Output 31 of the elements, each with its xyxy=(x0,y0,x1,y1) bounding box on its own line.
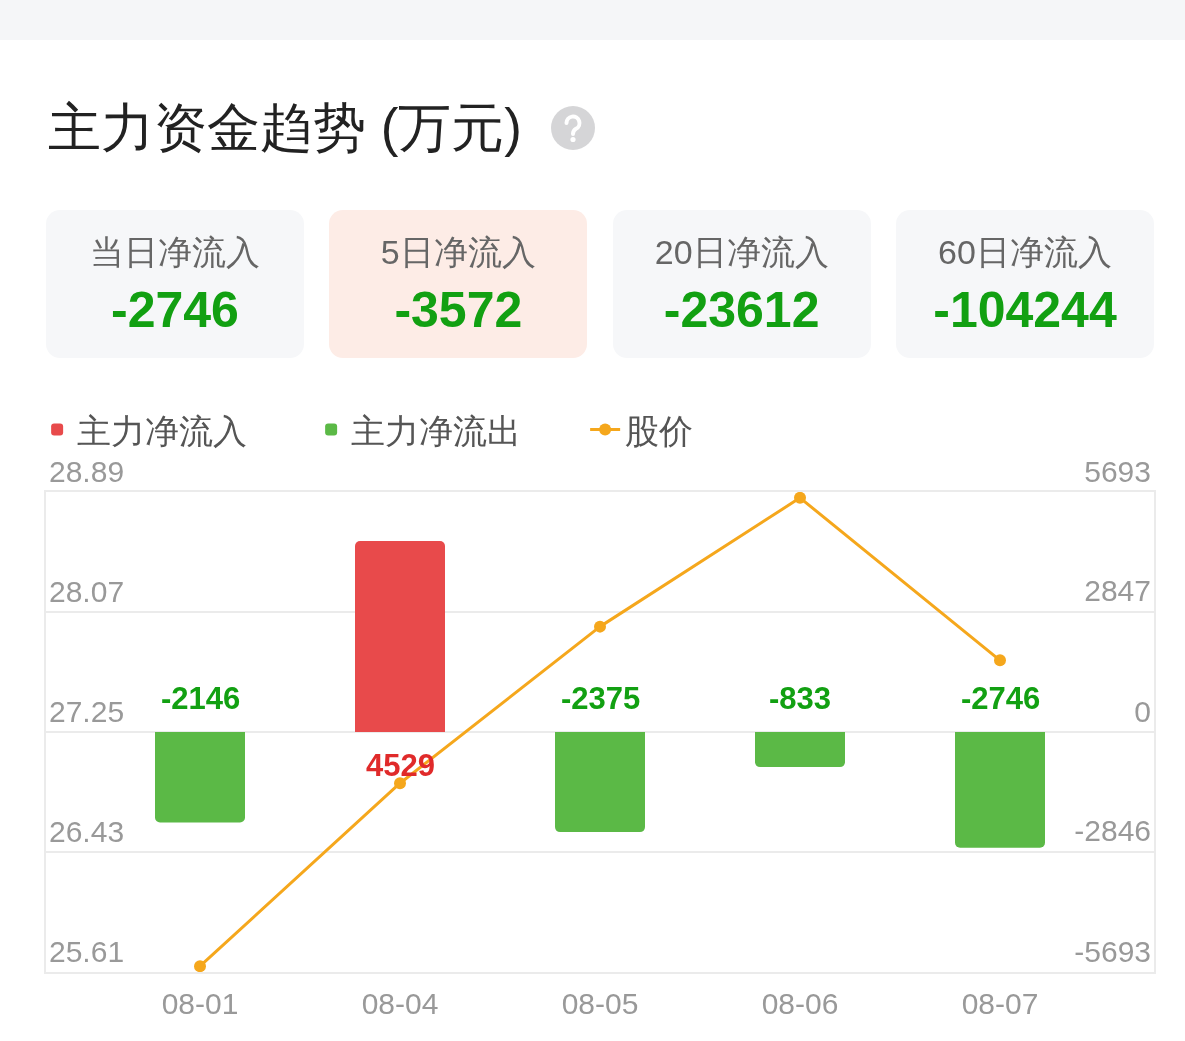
y-tick-label: 27.25 xyxy=(49,694,125,728)
y2-tick-label: 5693 xyxy=(1084,454,1151,488)
data-label: -833 xyxy=(769,681,832,716)
y2-tick-label: 2847 xyxy=(1084,574,1151,608)
x-tick-label: 08-01 xyxy=(161,987,239,1020)
y2-tick-label: 0 xyxy=(1134,694,1151,728)
data-label: -23612 xyxy=(663,281,820,339)
x-tick-label: 08-07 xyxy=(961,987,1039,1020)
y-tick-label: 28.89 xyxy=(49,454,125,488)
data-label: -2746 xyxy=(961,681,1041,716)
legend-label: 主力净流出 xyxy=(351,411,522,450)
y2-tick-label: -2846 xyxy=(1074,814,1151,848)
category-label: 60日净流入 xyxy=(938,232,1112,272)
legend-label: 主力净流入 xyxy=(77,411,248,450)
data-label: -2375 xyxy=(561,681,641,716)
data-label: -104244 xyxy=(933,281,1117,339)
y-tick-label: 28.07 xyxy=(49,574,125,608)
x-tick-label: 08-04 xyxy=(361,987,439,1020)
category-label: 当日净流入 xyxy=(90,232,260,272)
category-label: 20日净流入 xyxy=(654,232,829,272)
data-label: -3572 xyxy=(394,281,523,339)
category-label: 5日净流入 xyxy=(380,232,536,272)
x-tick-label: 08-06 xyxy=(761,987,839,1020)
text: 主力资金趋势 (万元) xyxy=(48,97,523,159)
x-tick-label: 08-05 xyxy=(561,987,639,1020)
y-tick-label: 26.43 xyxy=(49,814,125,848)
y2-tick-label: -5693 xyxy=(1074,934,1151,968)
data-label: -2146 xyxy=(161,681,241,716)
legend-label: 股价 xyxy=(625,411,694,450)
data-label: -2746 xyxy=(111,281,239,339)
y-tick-label: 25.61 xyxy=(49,934,125,968)
